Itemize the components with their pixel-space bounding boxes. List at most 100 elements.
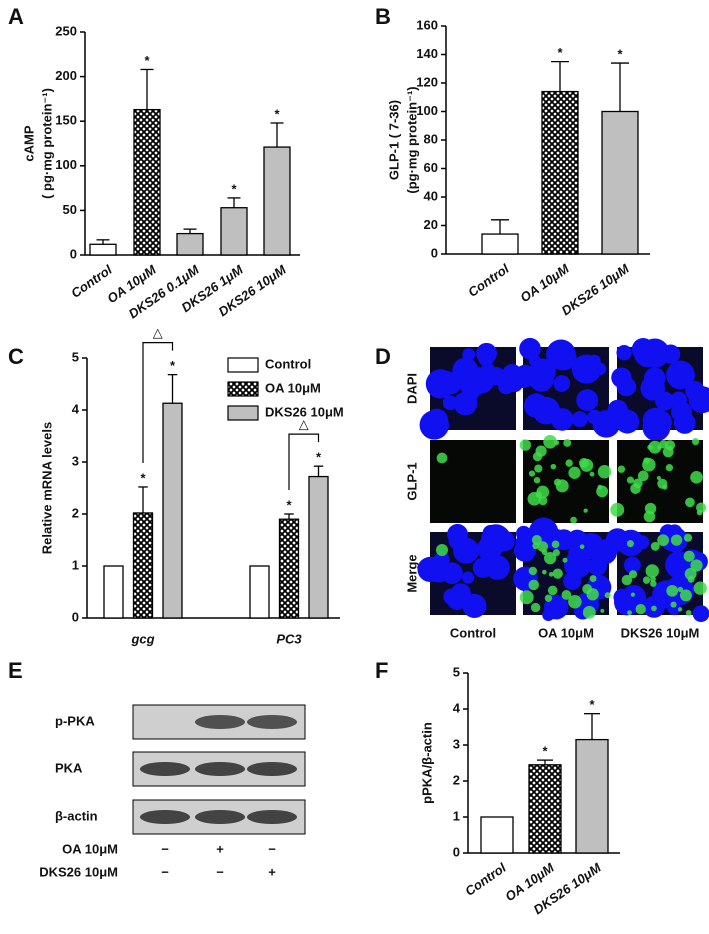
panel-label: C: [8, 344, 24, 369]
comparison-bracket: [288, 433, 320, 490]
nucleus-blob: [587, 409, 602, 425]
glp1-signal: [544, 594, 553, 602]
nucleus-blob: [528, 354, 541, 367]
nucleus-blob: [588, 354, 601, 368]
y-tick-label: 120: [416, 74, 438, 89]
y-tick-label: 160: [416, 17, 438, 32]
glp1-signal: [630, 483, 641, 494]
significance-mark: *: [274, 106, 280, 121]
significance-mark: *: [617, 46, 623, 61]
bar: [278, 518, 300, 619]
y-tick-label: 100: [55, 157, 77, 172]
blot-band: [247, 810, 297, 824]
glp1-signal: [541, 549, 548, 555]
glp1-signal: [589, 575, 597, 583]
glp1-signal: [531, 534, 542, 545]
nucleus-blob: [553, 375, 571, 392]
glp1-signal: [677, 607, 683, 612]
significance-mark: *: [140, 470, 146, 485]
significance-mark: *: [286, 497, 292, 512]
error-bar: [584, 713, 600, 740]
error-bar: [167, 373, 178, 404]
micrograph: [512, 337, 621, 438]
blot-band: [140, 762, 190, 776]
y-tick-label: 0: [72, 609, 79, 624]
panel-label: F: [375, 658, 388, 683]
glp1-signal: [642, 458, 656, 472]
glp1-signal: [543, 434, 557, 449]
glp1-signal: [610, 502, 625, 517]
glp1-signal: [642, 576, 651, 584]
treatment-sign: −: [216, 864, 224, 879]
micrograph: [419, 342, 523, 440]
y-axis-label: ( pg·mg protein⁻¹): [39, 88, 54, 199]
glp1-signal: [677, 586, 684, 593]
error-bar: [313, 465, 324, 477]
x-tick-label: OA 10μM: [517, 260, 572, 305]
glp1-signal: [537, 541, 549, 552]
glp1-signal: [650, 580, 657, 587]
nucleus-blob: [462, 348, 476, 361]
blot-band: [195, 810, 245, 824]
treatment-sign: +: [268, 864, 276, 879]
y-tick-label: 2: [453, 772, 460, 787]
glp1-signal: [626, 540, 634, 548]
nucleus-blob: [616, 344, 632, 361]
glp1-signal: [555, 479, 569, 493]
glp1-signal: [565, 459, 573, 467]
glp1-signal: [693, 581, 707, 595]
y-tick-label: 4: [453, 700, 461, 715]
nucleus-blob: [694, 394, 709, 410]
y-tick-label: 100: [416, 103, 438, 118]
legend-label: OA 10μM: [265, 380, 321, 395]
glp1-signal: [533, 476, 541, 484]
bracket-label: △: [153, 325, 163, 340]
significance-mark: *: [557, 45, 563, 60]
nucleus-blob: [640, 338, 670, 369]
glp1-signal: [583, 508, 588, 513]
nucleus-blob: [447, 523, 468, 545]
glp1-signal: [684, 567, 697, 580]
legend-label: Control: [265, 356, 311, 371]
error-bar: [138, 486, 148, 513]
bar: [133, 108, 161, 256]
glp1-signal: [683, 550, 695, 562]
glp1-signal: [685, 497, 695, 508]
blot-band: [195, 762, 245, 776]
error-bar: [227, 197, 241, 208]
glp1-signal: [690, 471, 703, 484]
y-tick-label: 50: [63, 202, 77, 217]
glp1-signal: [589, 471, 595, 477]
significance-mark: *: [231, 181, 237, 196]
glp1-signal: [579, 544, 585, 550]
glp1-signal: [550, 463, 557, 470]
x-tick-label: DKS26 10μM: [559, 260, 633, 318]
nucleus-blob: [576, 389, 599, 412]
glp1-signal: [670, 534, 683, 546]
glp1-signal: [535, 445, 547, 457]
nucleus-blob: [623, 556, 641, 574]
glp1-signal: [578, 458, 589, 468]
error-bar: [491, 219, 509, 235]
bar: [308, 475, 329, 619]
glp1-signal: [568, 466, 581, 479]
significance-mark: *: [589, 697, 595, 712]
glp1-signal: [562, 557, 568, 563]
nucleus-blob: [671, 401, 693, 423]
glp1-signal: [630, 592, 636, 597]
y-tick-label: 80: [424, 131, 438, 146]
glp1-signal: [596, 485, 609, 498]
blot-label: β-actin: [55, 808, 98, 823]
y-axis-label: Relative mRNA levels: [39, 422, 54, 554]
error-bar: [96, 239, 110, 245]
bar: [575, 738, 609, 854]
y-tick-label: 3: [453, 736, 460, 751]
panel-label: D: [375, 344, 391, 369]
bar: [176, 232, 204, 256]
error-bar: [551, 60, 569, 92]
bar: [220, 207, 248, 256]
nucleus-blob: [635, 535, 650, 550]
treatment-sign: −: [268, 841, 276, 856]
glp1-signal: [563, 438, 572, 447]
